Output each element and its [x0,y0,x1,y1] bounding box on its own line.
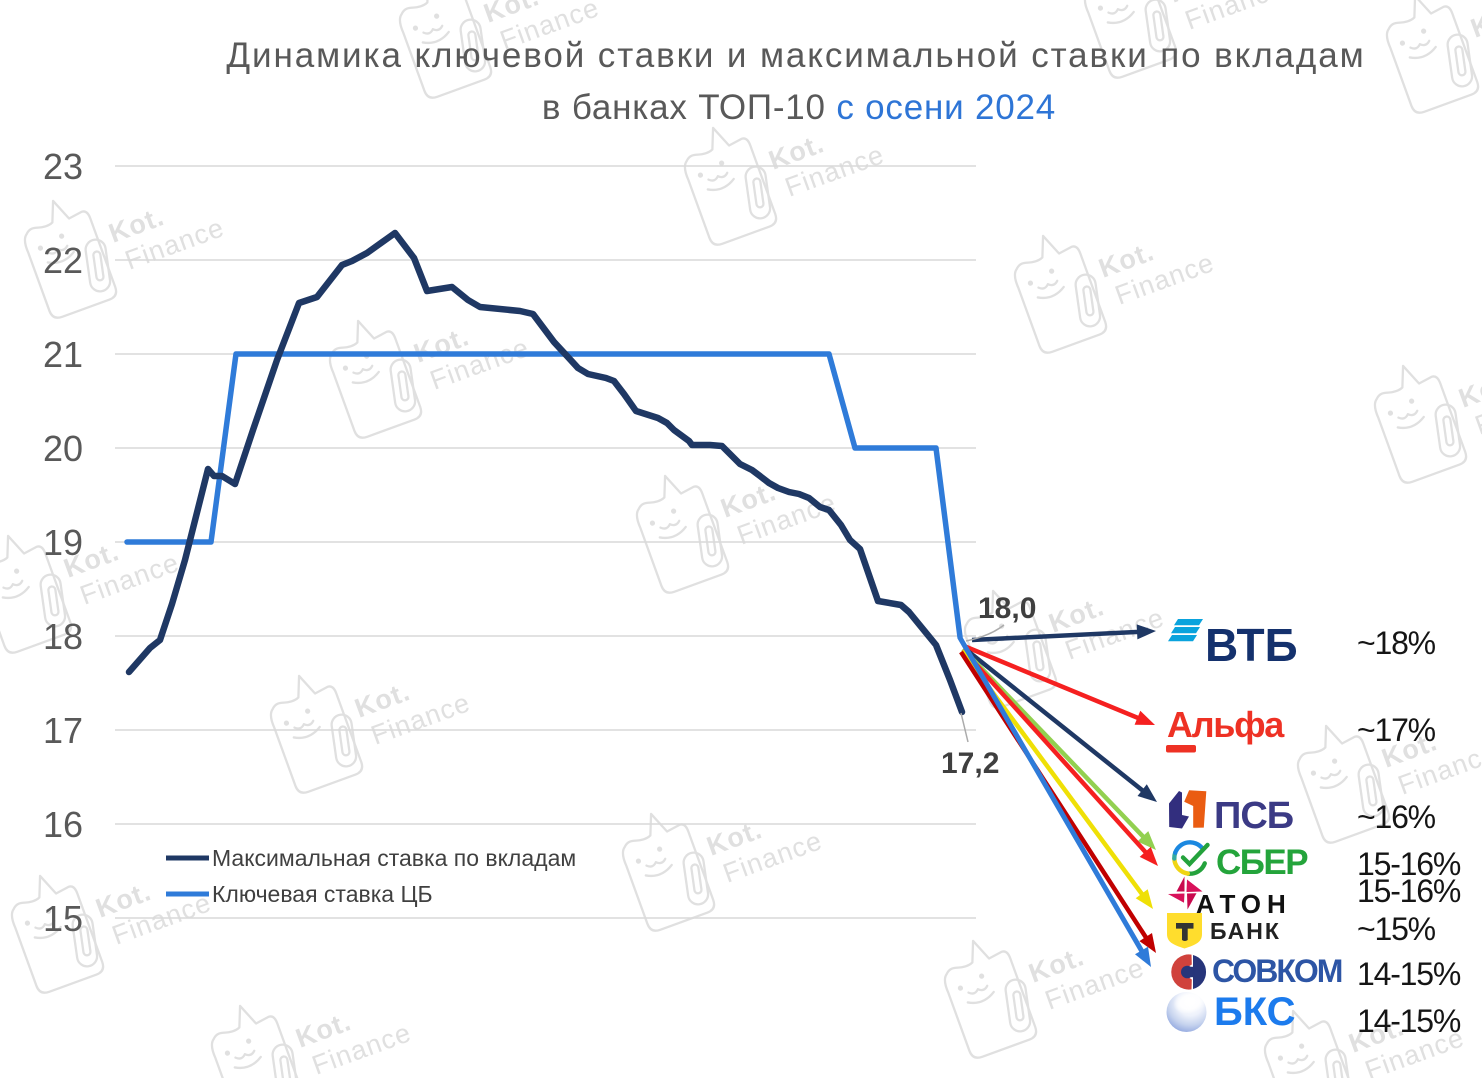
svg-text:21: 21 [43,334,83,375]
svg-text:Максимальная ставка по вкладам: Максимальная ставка по вкладам [212,845,576,871]
svg-text:14-15%: 14-15% [1357,1003,1461,1039]
svg-text:ПСБ: ПСБ [1214,795,1293,837]
svg-text:БАНК: БАНК [1210,918,1281,944]
svg-text:20: 20 [43,428,83,469]
svg-text:СБЕР: СБЕР [1216,843,1308,882]
svg-text:15: 15 [43,898,83,939]
svg-text:17: 17 [43,710,83,751]
svg-text:АТОН: АТОН [1196,889,1292,919]
svg-text:17,2: 17,2 [941,747,999,780]
svg-text:~16%: ~16% [1357,799,1436,835]
svg-text:Альфа: Альфа [1167,704,1285,745]
svg-text:23: 23 [43,146,83,187]
svg-text:16: 16 [43,804,83,845]
svg-text:15-16%: 15-16% [1357,873,1461,909]
svg-text:Ключевая ставка ЦБ: Ключевая ставка ЦБ [212,881,433,907]
svg-text:БКС: БКС [1214,990,1296,1034]
svg-text:15-16%: 15-16% [1357,846,1461,882]
svg-text:~18%: ~18% [1357,625,1436,661]
svg-text:18: 18 [43,616,83,657]
svg-text:~15%: ~15% [1357,911,1436,947]
svg-text:19: 19 [43,522,83,563]
svg-text:СОВКОМ: СОВКОМ [1212,953,1342,989]
svg-text:14-15%: 14-15% [1357,956,1461,992]
svg-text:в банках ТОП-10 с осени 2024: в банках ТОП-10 с осени 2024 [542,88,1056,127]
svg-text:~17%: ~17% [1357,712,1436,748]
svg-text:ВТБ: ВТБ [1205,619,1298,671]
svg-text:Динамика ключевой ставки и мак: Динамика ключевой ставки и максимальной … [226,36,1365,75]
svg-text:22: 22 [43,240,83,281]
svg-text:18,0: 18,0 [978,592,1036,625]
